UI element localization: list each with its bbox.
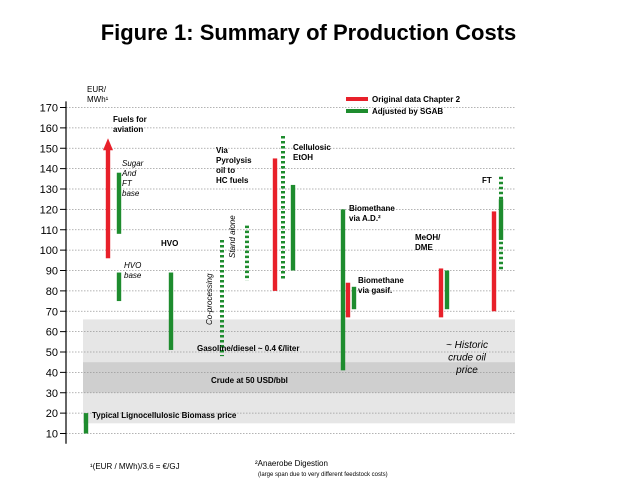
range-bar-arrow-1: [103, 138, 113, 151]
range-bar-14: [444, 270, 450, 310]
range-bar-10: [340, 209, 346, 371]
annotation-0: Fuels for aviation: [113, 115, 147, 134]
y-unit-label-2: MWh¹: [87, 95, 109, 104]
tick-label-10: 10: [46, 429, 58, 441]
annotation-8: Biomethane via A.D.²: [349, 204, 395, 223]
footnote-anaerobe-sub: (large span due to very different feedst…: [258, 472, 388, 478]
legend-swatch-1: [346, 109, 368, 113]
annotation-5: Stand alone: [228, 215, 237, 258]
annotation-15: Typical Lignocellulosic Biomass price: [92, 411, 237, 420]
tick-label-120: 120: [40, 204, 58, 216]
tick-label-90: 90: [46, 266, 58, 278]
tick-label-130: 130: [40, 184, 58, 196]
tick-label-150: 150: [40, 143, 58, 155]
annotation-6: Via Pyrolysis oil to HC fuels: [216, 146, 252, 185]
annotation-13: Crude at 50 USD/bbl: [211, 376, 288, 385]
tick-label-20: 20: [46, 408, 58, 420]
legend-swatch-0: [346, 97, 368, 101]
range-bar-4: [168, 272, 174, 350]
footnote-units: ¹(EUR / MWh)/3.6 = €/GJ: [90, 462, 180, 471]
tick-label-110: 110: [40, 225, 58, 237]
range-bar-9: [290, 184, 296, 271]
range-bar-1: [105, 148, 111, 259]
tick-label-70: 70: [46, 306, 58, 318]
annotation-3: HVO: [161, 239, 178, 248]
footnote-anaerobe: ²Anaerobe Digestion: [255, 459, 328, 468]
range-bar-3: [116, 272, 122, 302]
annotation-4: Co-processing: [205, 273, 214, 325]
annotation-12: Gasoline/diesel ~ 0.4 €/liter: [197, 344, 300, 353]
tick-label-100: 100: [40, 245, 58, 257]
annotation-2: HVO base: [124, 261, 142, 280]
legend-label-1: Adjusted by SGAB: [372, 107, 443, 116]
tick-label-80: 80: [46, 286, 58, 298]
range-bar-2: [116, 172, 122, 234]
annotation-7: Cellulosic EtOH: [293, 143, 331, 162]
tick-label-30: 30: [46, 388, 58, 400]
tick-label-170: 170: [40, 103, 58, 115]
annotations: Fuels for aviation Sugar And FT base HVO base HV…: [92, 115, 492, 420]
tick-label-40: 40: [46, 367, 58, 379]
range-bars: [83, 136, 504, 434]
range-bar-7: [272, 158, 278, 291]
tick-label-60: 60: [46, 327, 58, 339]
shaded-bands: [83, 319, 515, 424]
range-bar-15: [491, 211, 497, 312]
annotation-10: MeOH/DME: [415, 233, 441, 252]
annotation-11: FT: [482, 176, 492, 185]
tick-label-50: 50: [46, 347, 58, 359]
annotation-14: ~ Historic crude oil price: [446, 340, 488, 376]
tick-label-160: 160: [40, 123, 58, 135]
figure-title: Figure 1: Summary of Production Costs: [100, 20, 517, 45]
range-bar-16: [498, 199, 504, 240]
range-bar-0: [83, 413, 89, 434]
annotation-9: Biomethane via gasif.: [358, 276, 404, 295]
legend-label-0: Original data Chapter 2: [372, 95, 461, 104]
legend: Original data Chapter 2 Adjusted by SGAB: [346, 95, 461, 116]
annotation-1: Sugar And FT base: [121, 159, 144, 198]
range-bar-12: [351, 286, 357, 310]
range-bar-11: [345, 282, 351, 318]
shaded-band-1: [83, 362, 515, 393]
y-axis: 10 20 30 40 50 60 70 80 90 100 110 120 130 140 150 160 1…: [40, 85, 109, 444]
tick-label-140: 140: [40, 164, 58, 176]
y-unit-label-1: EUR/: [87, 85, 107, 94]
range-bar-13: [438, 268, 444, 318]
